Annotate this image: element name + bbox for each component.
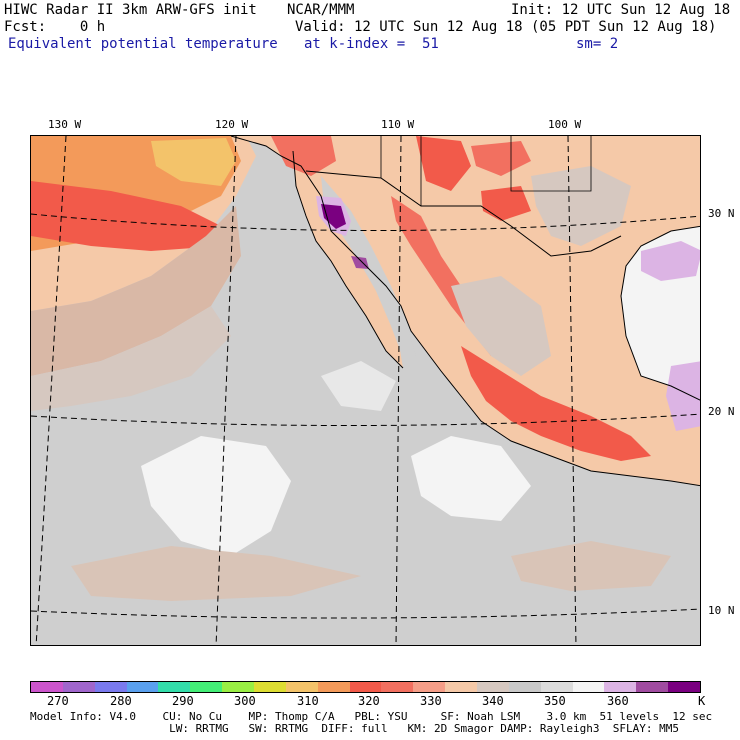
colorbar-swatch — [222, 682, 255, 692]
ocean-tan-streak — [71, 546, 361, 601]
ocean-tan-streak-2 — [511, 541, 671, 591]
ocean-white-patch-3 — [321, 361, 396, 411]
pacific-yellow-patch — [151, 138, 236, 186]
smoothing-info: sm= 2 — [576, 36, 619, 52]
colorbar-swatch — [190, 682, 223, 692]
ocean-white-patch-2 — [411, 436, 531, 521]
lon-label-110w: 110 W — [381, 118, 415, 131]
pacific-tan-band — [31, 206, 241, 376]
lon-label-130w: 130 W — [48, 118, 82, 131]
state-borders — [380, 136, 592, 206]
colorbar-swatch — [508, 682, 541, 692]
colorbar-label-330: 330 — [420, 694, 442, 708]
init-time: Init: 12 UTC Sun 12 Aug 18 — [511, 2, 731, 18]
lat-label-20n: 20 N — [708, 405, 735, 418]
theta-e-secondary — [351, 256, 369, 269]
colorbar-label-290: 290 — [172, 694, 194, 708]
colorbar-swatch — [317, 682, 350, 692]
colorbar-unit: K — [698, 694, 706, 708]
colorbar-label-310: 310 — [297, 694, 319, 708]
lat-label-30n: 30 N — [708, 207, 735, 220]
model-info-line2: LW: RRTMG SW: RRTMG DIFF: full KM: 2D Sm… — [30, 722, 680, 735]
graticule — [31, 136, 700, 645]
level-info: at k-index = 51 — [304, 36, 439, 52]
pacific-red-band — [31, 181, 231, 251]
gulf-purple-patch-1 — [641, 241, 700, 281]
colorbar — [30, 681, 701, 693]
valid-time: Valid: 12 UTC Sun 12 Aug 18 (05 PDT Sun … — [295, 19, 717, 35]
colorbar-label-360: 360 — [607, 694, 629, 708]
model-title: HIWC Radar II 3km ARW-GFS init — [4, 2, 257, 18]
theta-e-map — [30, 135, 701, 646]
meridian-100w — [567, 136, 577, 645]
map-canvas — [31, 136, 700, 645]
pacific-mid-band — [31, 306, 231, 411]
parallel-20n — [31, 413, 700, 427]
colorbar-swatch — [413, 682, 446, 692]
us-mexico-border — [305, 170, 622, 257]
north-red-patch-2 — [471, 141, 531, 176]
colorbar-swatch — [668, 682, 701, 692]
lon-label-100w: 100 W — [548, 118, 582, 131]
interior-grey-area — [451, 276, 551, 376]
colorbar-swatch — [572, 682, 605, 692]
nw-red-patch — [271, 136, 336, 176]
lon-label-120w: 120 W — [215, 118, 249, 131]
colorbar-swatch — [31, 682, 63, 692]
meridian-130w — [35, 136, 67, 645]
north-red-patch-3 — [481, 186, 531, 221]
colorbar-swatch — [254, 682, 286, 692]
colorbar-swatch — [540, 682, 573, 692]
field-name: Equivalent potential temperature — [8, 36, 278, 52]
colorbar-swatch — [477, 682, 509, 692]
colorbar-swatch — [604, 682, 637, 692]
colorbar-label-340: 340 — [482, 694, 504, 708]
organization: NCAR/MMM — [287, 2, 355, 18]
colorbar-swatch — [158, 682, 191, 692]
colorbar-swatch — [94, 682, 127, 692]
colorbar-swatch — [126, 682, 159, 692]
parallel-30n — [31, 213, 700, 231]
coastline-pacific — [230, 136, 700, 487]
colorbar-label-350: 350 — [544, 694, 566, 708]
colorbar-swatch — [636, 682, 669, 692]
colorbar-label-280: 280 — [110, 694, 132, 708]
ocean-white-patch-1 — [141, 436, 291, 556]
colorbar-swatch — [349, 682, 382, 692]
forecast-hour: Fcst: 0 h — [4, 19, 106, 35]
lat-label-10n: 10 N — [708, 604, 735, 617]
colorbar-swatch — [445, 682, 478, 692]
colorbar-swatch — [285, 682, 318, 692]
north-red-patch-1 — [416, 136, 471, 191]
gulf-purple-patch-2 — [666, 361, 700, 431]
coastline-baja — [292, 150, 404, 369]
central-mexico-red — [461, 346, 651, 461]
model-info-line1: Model Info: V4.0 CU: No Cu MP: Thomp C/A… — [30, 710, 713, 723]
theta-e-max-inner — [321, 204, 346, 229]
colorbar-label-270: 270 — [47, 694, 69, 708]
meridian-120w — [215, 136, 237, 645]
meridian-110w — [395, 136, 402, 645]
colorbar-swatch — [62, 682, 95, 692]
colorbar-swatch — [381, 682, 414, 692]
coastline-gulf — [620, 225, 700, 401]
colorbar-label-300: 300 — [234, 694, 256, 708]
colorbar-label-320: 320 — [358, 694, 380, 708]
parallel-10n — [31, 608, 700, 619]
